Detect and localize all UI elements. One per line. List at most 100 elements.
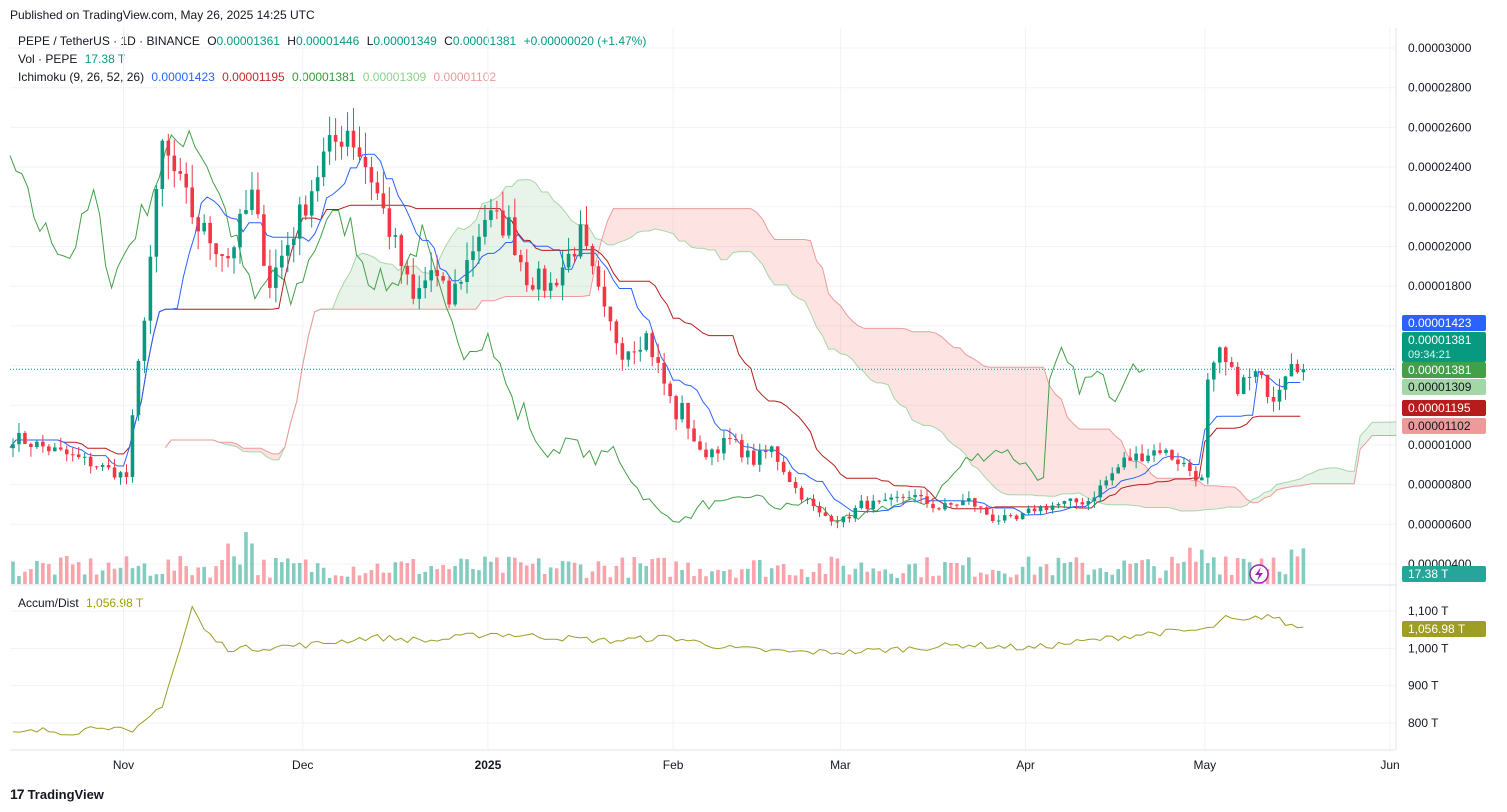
volume-bar bbox=[859, 562, 864, 584]
candle-body bbox=[280, 255, 284, 268]
volume-bar bbox=[781, 564, 786, 584]
volume-bar bbox=[811, 571, 816, 584]
candle-body bbox=[1146, 455, 1150, 462]
volume-bar bbox=[662, 557, 666, 584]
cloud-segment bbox=[953, 347, 960, 449]
volume-bar bbox=[1008, 577, 1013, 584]
cloud-segment bbox=[1318, 468, 1325, 484]
volume-bar bbox=[1235, 558, 1240, 584]
candle-body bbox=[728, 437, 732, 440]
candle-body bbox=[429, 270, 433, 281]
legend-vol-label[interactable]: Vol · PEPE bbox=[18, 52, 78, 66]
volume-bar bbox=[1140, 560, 1144, 584]
candle-body bbox=[1080, 502, 1085, 505]
candle-body bbox=[202, 222, 206, 232]
candle-body bbox=[895, 496, 899, 498]
volume-bar bbox=[1044, 564, 1049, 584]
volume-bar bbox=[728, 569, 732, 584]
cloud-segment bbox=[338, 281, 345, 310]
legend-accum-label[interactable]: Accum/Dist bbox=[18, 596, 79, 610]
axes: 0.00003000 0.00002800 0.00002600 0.00002400… bbox=[113, 41, 1472, 772]
cloud-segment bbox=[493, 195, 500, 301]
volume-bar bbox=[710, 571, 714, 584]
candle-body bbox=[1098, 485, 1103, 498]
candles bbox=[10, 108, 1396, 529]
legend-symbol[interactable]: PEPE / TetherUS · 1D · BINANCE bbox=[18, 34, 200, 48]
candle-body bbox=[584, 224, 589, 246]
candle-body bbox=[853, 507, 858, 519]
candle-body bbox=[1122, 457, 1126, 468]
volume-bar bbox=[172, 570, 177, 584]
candle-body bbox=[154, 189, 159, 257]
legend-ichimoku-label[interactable]: Ichimoku (9, 26, 52, 26) bbox=[18, 70, 145, 84]
volume-bar bbox=[1211, 557, 1216, 584]
ichimoku-leading-span-a bbox=[164, 179, 1397, 512]
volume-bar bbox=[184, 566, 189, 584]
volume-bar bbox=[53, 574, 57, 584]
ichimoku-lagging-span bbox=[9, 129, 1146, 523]
cloud-segment bbox=[888, 328, 895, 399]
candle-body bbox=[381, 193, 386, 209]
candle-body bbox=[793, 482, 798, 488]
volume-bar bbox=[1092, 569, 1097, 584]
price-tick-label: 0.00002600 bbox=[1408, 120, 1472, 134]
cloud-segment bbox=[547, 191, 554, 297]
candle-body bbox=[1008, 515, 1013, 517]
cloud-segment bbox=[1324, 467, 1331, 484]
volume-bar bbox=[417, 574, 422, 584]
volume-bar bbox=[94, 574, 99, 584]
candle-body bbox=[17, 432, 21, 445]
cloud-segment bbox=[1258, 492, 1265, 503]
cloud-segment bbox=[1198, 481, 1205, 511]
cloud-segment bbox=[535, 183, 542, 297]
candle-body bbox=[704, 449, 708, 458]
candle-body bbox=[1050, 505, 1055, 510]
volume-bar bbox=[375, 563, 380, 584]
ad-tick-label: 800 T bbox=[1408, 716, 1439, 730]
cloud-segment bbox=[762, 219, 769, 277]
candle-body bbox=[1223, 347, 1228, 363]
volume-bar bbox=[35, 561, 39, 584]
candle-body bbox=[817, 506, 822, 513]
volume-bar bbox=[973, 576, 977, 584]
candle-body bbox=[734, 439, 738, 441]
price-tick-label: 0.00001000 bbox=[1408, 438, 1472, 452]
candle-body bbox=[931, 503, 935, 509]
tradingview-footer[interactable]: 17 TradingView bbox=[10, 786, 104, 802]
cloud-segment bbox=[1151, 473, 1158, 508]
volume-bar bbox=[919, 577, 923, 584]
candle-body bbox=[955, 504, 959, 506]
cloud-segment bbox=[852, 321, 859, 368]
indicator-lines bbox=[9, 129, 1397, 523]
candle-body bbox=[345, 130, 350, 147]
cloud-segment bbox=[1163, 478, 1169, 508]
volume-bar bbox=[357, 575, 362, 584]
cloud-segment bbox=[673, 208, 680, 241]
volume-bar bbox=[1056, 557, 1061, 584]
volume-bar bbox=[961, 565, 965, 584]
candle-body bbox=[1164, 449, 1168, 453]
cloud-segment bbox=[1330, 467, 1337, 484]
cloud-segment bbox=[1372, 422, 1379, 436]
volume-bar bbox=[202, 566, 206, 584]
cloud-segment bbox=[989, 367, 996, 489]
cloud-segment bbox=[344, 271, 351, 310]
volume-bar bbox=[823, 573, 828, 584]
candle-body bbox=[1152, 450, 1156, 456]
volume-bar bbox=[554, 568, 559, 584]
cloud-segment bbox=[756, 212, 763, 265]
volume-bar bbox=[501, 572, 505, 584]
candle-body bbox=[1170, 449, 1174, 460]
volume-bar bbox=[262, 559, 266, 584]
cloud-segment bbox=[1133, 461, 1140, 506]
volume-bar bbox=[1206, 563, 1210, 584]
cloud-segment bbox=[1079, 429, 1086, 497]
candle-body bbox=[423, 280, 427, 289]
volume-bar bbox=[955, 563, 959, 584]
legend-change: +0.00000020 (+1.47%) bbox=[523, 34, 647, 48]
legend-ichi-conversion: 0.00001423 bbox=[151, 70, 215, 84]
volume-bar bbox=[1194, 561, 1198, 584]
candle-body bbox=[124, 472, 129, 478]
candle-body bbox=[453, 283, 457, 305]
